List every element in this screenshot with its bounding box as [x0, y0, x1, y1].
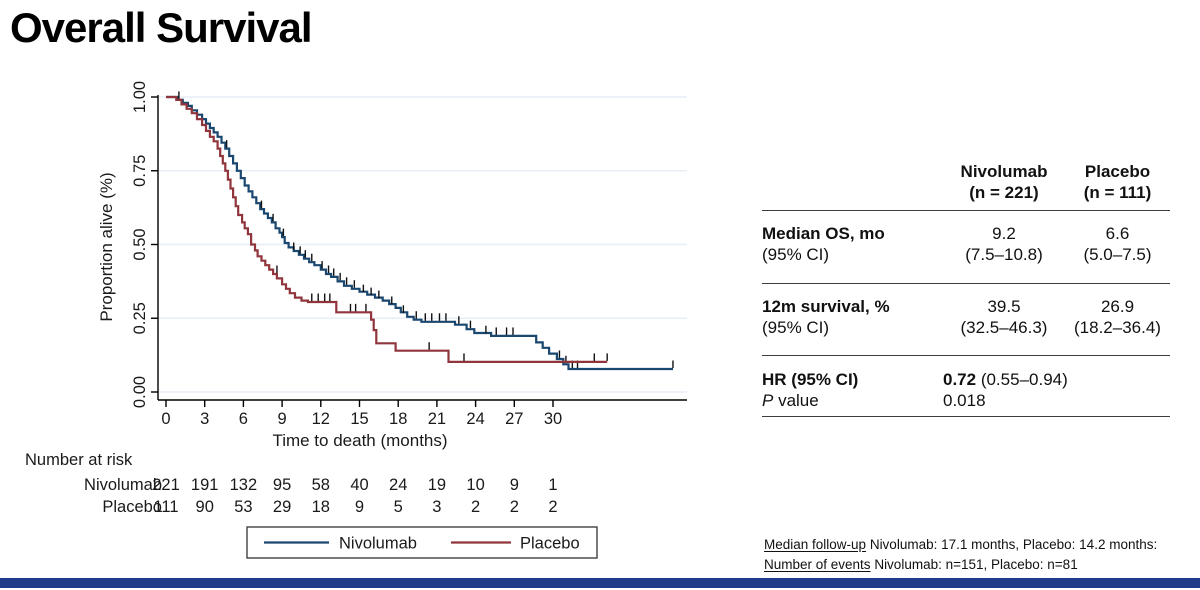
- y-tick-label: 0.75: [131, 155, 149, 187]
- x-tick-label: 15: [350, 410, 368, 428]
- footer-accent-bar: [0, 578, 1200, 588]
- risk-count: 3: [432, 498, 441, 516]
- risk-count: 90: [196, 498, 214, 516]
- x-tick-label: 21: [428, 410, 446, 428]
- stats-col-nivolumab: Nivolumab (n = 221): [960, 162, 1048, 202]
- 12m-survival-nivolumab-ci: (32.5–46.3): [960, 317, 1048, 337]
- x-tick-label: 3: [200, 410, 209, 428]
- y-tick-label: 1.00: [131, 81, 149, 113]
- table-rule: [762, 355, 1170, 357]
- risk-count: 132: [230, 476, 258, 494]
- y-tick-label: 0.50: [131, 228, 149, 260]
- stats-row-median-os: Median OS, mo (95% CI) 9.2 (7.5–10.8) 6.…: [762, 211, 1170, 282]
- risk-count: 191: [191, 476, 219, 494]
- table-rule: [762, 415, 1170, 417]
- p-value-label: P value: [762, 391, 819, 411]
- 12m-survival-placebo: 26.9: [1100, 296, 1135, 316]
- x-tick-label: 12: [312, 410, 330, 428]
- hr-label: HR (95% CI): [762, 370, 859, 390]
- median-os-nivolumab-ci: (7.5–10.8): [965, 245, 1043, 265]
- risk-count: 2: [471, 498, 480, 516]
- y-tick-label: 0.00: [131, 376, 149, 408]
- risk-count: 2: [510, 498, 519, 516]
- x-tick-label: 9: [278, 410, 287, 428]
- 12m-survival-nivolumab: 39.5: [987, 296, 1021, 316]
- risk-count: 29: [273, 498, 291, 516]
- y-tick-label: 0.25: [131, 302, 149, 334]
- gridlines: [158, 96, 687, 393]
- footnotes: Median follow-up Nivolumab: 17.1 months,…: [764, 535, 1157, 574]
- row-sublabel: (95% CI): [762, 317, 830, 337]
- stats-row-hazard-ratio: HR (95% CI) P value 0.72 (0.55–0.94) 0.0…: [762, 356, 1170, 415]
- legend-label-nivolumab: Nivolumab: [339, 535, 417, 553]
- risk-table-title: Number at risk: [25, 451, 133, 469]
- survival-curves: [166, 91, 674, 371]
- 12m-survival-placebo-ci: (18.2–36.4): [1074, 317, 1161, 337]
- stats-corner-cell: [762, 162, 943, 203]
- x-tick-label: 6: [239, 410, 248, 428]
- risk-count: 10: [466, 476, 484, 494]
- row-label: 12m survival, %: [762, 296, 890, 316]
- risk-count: 19: [428, 476, 446, 494]
- footnote-number-of-events: Number of events Nivolumab: n=151, Place…: [764, 556, 1078, 572]
- risk-count: 5: [394, 498, 403, 516]
- x-axis-title: Time to death (months): [272, 431, 447, 450]
- median-os-placebo-ci: (5.0–7.5): [1083, 245, 1152, 265]
- x-tick-label: 0: [161, 410, 170, 428]
- km-survival-plot: 0.000.250.500.751.00 0 3 6 9 12 15 18 21 24 27 30 …: [25, 81, 687, 559]
- x-tick-label: 30: [544, 410, 562, 428]
- risk-count: 111: [153, 498, 178, 516]
- legend-label-placebo: Placebo: [520, 535, 580, 553]
- risk-count: 18: [312, 498, 330, 516]
- risk-row-label-nivolumab: Nivolumab: [84, 476, 162, 494]
- page-title: Overall Survival: [10, 4, 313, 51]
- risk-count: 53: [234, 498, 252, 516]
- table-rule: [762, 210, 1170, 212]
- y-axis-title: Proportion alive (%): [97, 172, 116, 321]
- hr-value: 0.72 (0.55–0.94): [943, 370, 1068, 390]
- median-os-nivolumab: 9.2: [992, 224, 1016, 244]
- risk-count: 1: [548, 476, 557, 494]
- km-curve-placebo: [166, 95, 608, 363]
- stats-table: Nivolumab (n = 221) Placebo (n = 111) Me…: [762, 162, 1170, 417]
- p-value: 0.018: [943, 391, 986, 411]
- risk-count: 2: [548, 498, 557, 516]
- km-curve-nivolumab: [166, 95, 673, 371]
- footnote-median-followup: Median follow-up Nivolumab: 17.1 months,…: [764, 537, 1158, 552]
- x-tick-label: 24: [466, 410, 484, 428]
- table-rule: [762, 282, 1170, 284]
- median-os-placebo: 6.6: [1105, 224, 1130, 244]
- row-label: Median OS, mo: [762, 224, 885, 244]
- y-axis-ticks: 0.00 0.25 0.50 0.75 1.00: [131, 81, 158, 408]
- risk-count: 9: [355, 498, 364, 516]
- risk-count: 9: [510, 476, 519, 494]
- x-axis-ticks: 0 3 6 9 12 15 18 21 24 27 30: [161, 400, 562, 428]
- risk-row-label-placebo: Placebo: [102, 498, 162, 516]
- risk-count: 58: [312, 476, 330, 494]
- row-sublabel: (95% CI): [762, 245, 830, 265]
- stats-col-placebo: Placebo (n = 111): [1083, 162, 1152, 202]
- risk-count: 95: [273, 476, 291, 494]
- risk-count: 40: [350, 476, 368, 494]
- x-tick-label: 27: [505, 410, 523, 428]
- stats-row-12m-survival: 12m survival, % (95% CI) 39.5 (32.5–46.3…: [762, 284, 1170, 355]
- risk-count: 221: [152, 476, 180, 494]
- x-tick-label: 18: [389, 410, 407, 428]
- risk-count: 24: [389, 476, 407, 494]
